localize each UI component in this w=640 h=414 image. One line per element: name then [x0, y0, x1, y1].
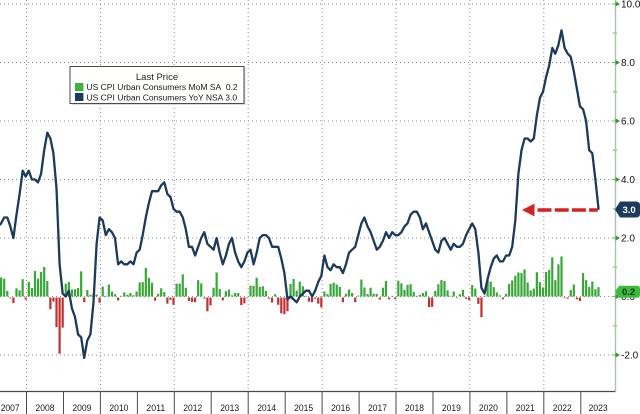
svg-text:2022: 2022 — [553, 403, 572, 414]
svg-text:10.0: 10.0 — [621, 0, 640, 10]
svg-text:4.0: 4.0 — [621, 175, 635, 186]
svg-text:6.0: 6.0 — [621, 116, 635, 127]
svg-text:2010: 2010 — [109, 403, 128, 414]
svg-text:2021: 2021 — [516, 403, 535, 414]
svg-text:2013: 2013 — [220, 403, 239, 414]
svg-text:-2.0: -2.0 — [621, 350, 639, 361]
svg-text:2008: 2008 — [36, 403, 55, 414]
svg-text:2019: 2019 — [442, 403, 461, 414]
svg-text:2.0: 2.0 — [621, 233, 635, 244]
svg-text:US CPI Urban Consumers YoY NSA: US CPI Urban Consumers YoY NSA 3.0 — [87, 92, 238, 102]
svg-text:2020: 2020 — [479, 403, 498, 414]
svg-text:2007: 2007 — [1, 403, 20, 414]
svg-text:US CPI Urban Consumers MoM SA: US CPI Urban Consumers MoM SA 0.2 — [87, 82, 238, 92]
svg-text:8.0: 8.0 — [621, 58, 635, 69]
svg-text:2011: 2011 — [146, 403, 165, 414]
svg-text:2023: 2023 — [589, 403, 608, 414]
svg-text:2012: 2012 — [183, 403, 202, 414]
svg-text:3.0: 3.0 — [623, 205, 636, 216]
svg-text:2017: 2017 — [368, 403, 387, 414]
svg-text:2009: 2009 — [72, 403, 91, 414]
svg-text:2016: 2016 — [331, 403, 350, 414]
svg-text:0.2: 0.2 — [622, 287, 635, 298]
svg-text:2014: 2014 — [257, 403, 276, 414]
svg-text:Last Price: Last Price — [136, 72, 178, 83]
svg-text:2018: 2018 — [405, 403, 424, 414]
svg-text:2015: 2015 — [294, 403, 313, 414]
